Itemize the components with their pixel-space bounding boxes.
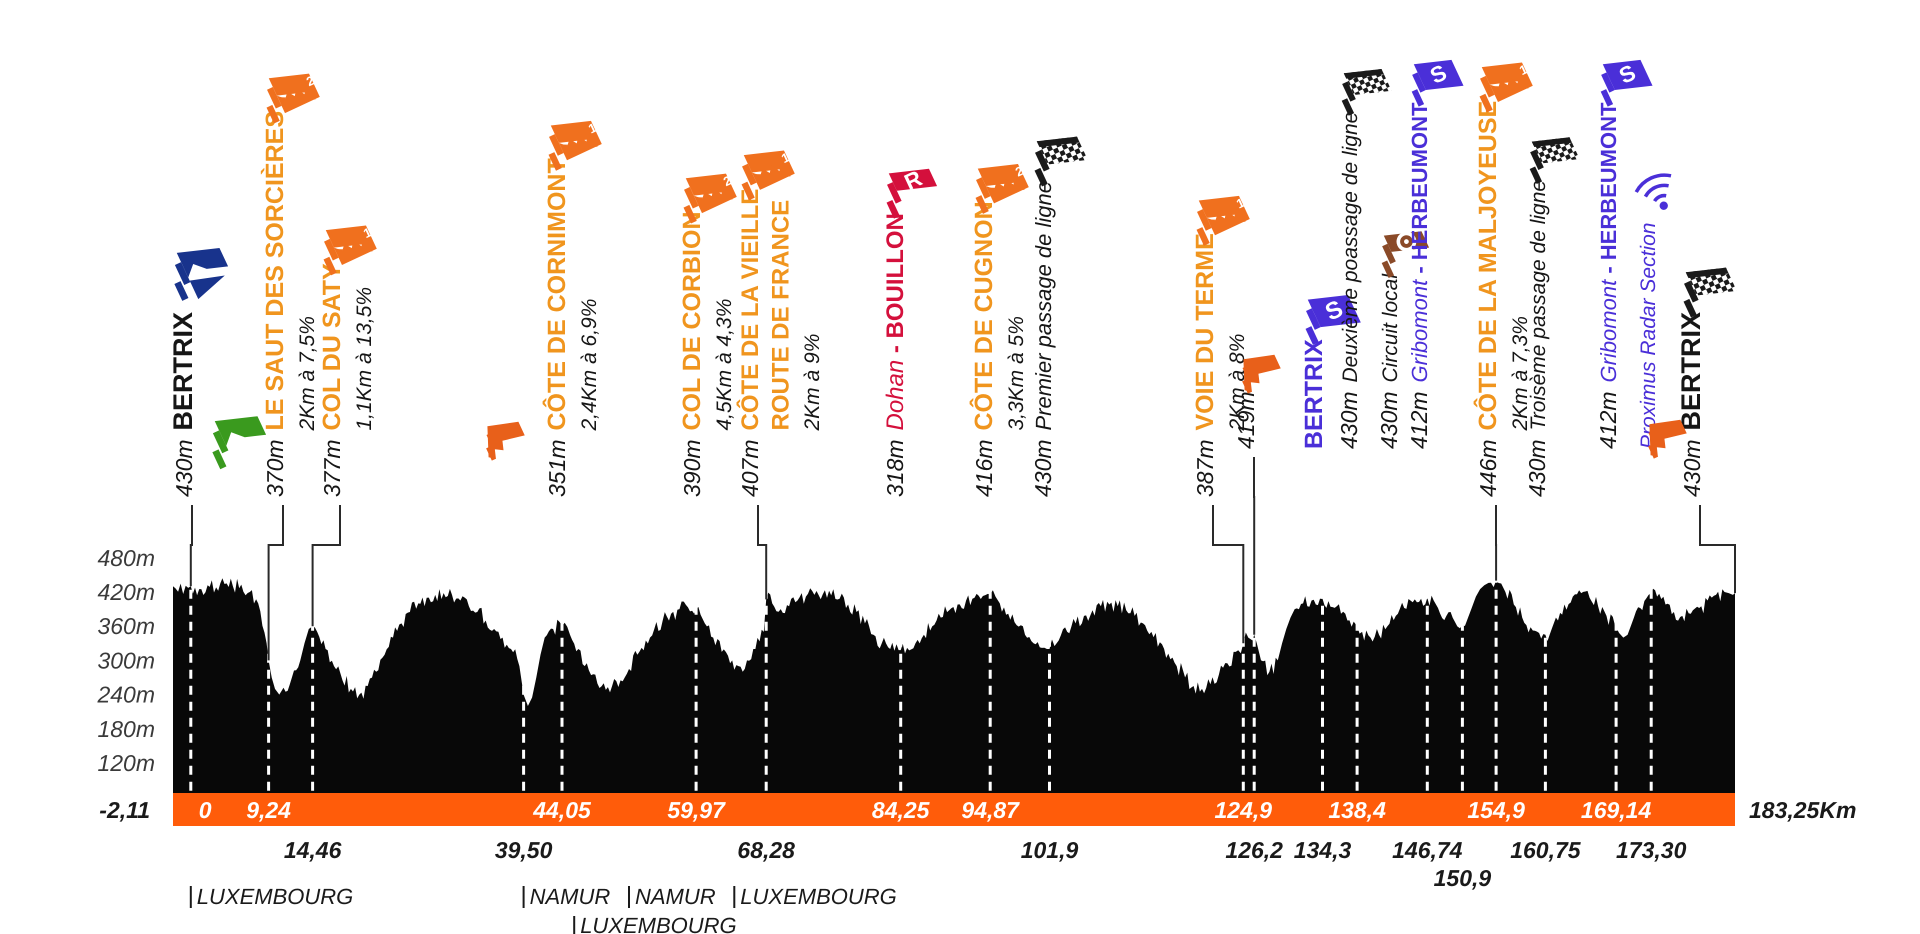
svg-text:COL DU SATY: COL DU SATY	[318, 263, 346, 430]
svg-text:LUXEMBOURG: LUXEMBOURG	[580, 913, 736, 934]
svg-text:1,1Km à 13,5%: 1,1Km à 13,5%	[353, 287, 376, 431]
svg-text:154,9: 154,9	[1467, 797, 1525, 823]
svg-text:-2,11: -2,11	[99, 797, 150, 823]
svg-text:COL DE CORBION: COL DE CORBION	[678, 212, 706, 431]
svg-text:146,74: 146,74	[1392, 837, 1463, 863]
svg-text:134,3: 134,3	[1294, 837, 1352, 863]
svg-text:CÔTE DE CORNIMONT: CÔTE DE CORNIMONT	[542, 158, 571, 430]
svg-text:160,75: 160,75	[1510, 837, 1582, 863]
svg-text:9,24: 9,24	[246, 797, 291, 823]
svg-text:94,87: 94,87	[961, 797, 1020, 823]
svg-text:NAMUR: NAMUR	[635, 884, 716, 909]
svg-text:ROUTE DE FRANCE: ROUTE DE FRANCE	[767, 200, 794, 431]
svg-text:416m: 416m	[971, 439, 997, 497]
svg-text:0: 0	[199, 797, 212, 823]
svg-text:420m: 420m	[97, 579, 155, 605]
svg-text:4,5Km à 4,3%: 4,5Km à 4,3%	[713, 299, 736, 431]
svg-text:84,25: 84,25	[872, 797, 931, 823]
svg-text:419m: 419m	[1233, 391, 1259, 449]
svg-text:407m: 407m	[737, 439, 763, 497]
svg-text:101,9: 101,9	[1021, 837, 1079, 863]
svg-text:180m: 180m	[97, 716, 155, 742]
svg-text:Circuit local: Circuit local	[1379, 273, 1402, 383]
svg-text:318m: 318m	[882, 439, 908, 497]
svg-text:3,3Km à 5%: 3,3Km à 5%	[1005, 316, 1028, 430]
svg-text:430m: 430m	[1030, 439, 1056, 497]
svg-text:126,2: 126,2	[1225, 837, 1283, 863]
svg-text:CÔTE DE LA VIEILLE: CÔTE DE LA VIEILLE	[736, 189, 764, 431]
svg-text:120m: 120m	[97, 750, 155, 776]
svg-text:BERTRIX: BERTRIX	[1676, 312, 1706, 431]
svg-text:59,97: 59,97	[667, 797, 726, 823]
svg-text:Deuxième poassage de ligne: Deuxième poassage de ligne	[1339, 112, 1362, 383]
svg-text:387m: 387m	[1192, 439, 1218, 497]
svg-text:VOIE DU TERME: VOIE DU TERME	[1191, 233, 1219, 430]
svg-text:2Km à 7,5%: 2Km à 7,5%	[296, 316, 319, 431]
svg-text:360m: 360m	[97, 613, 155, 639]
svg-text:BERTRIX: BERTRIX	[168, 312, 198, 431]
svg-text:351m: 351m	[544, 439, 570, 497]
svg-text:240m: 240m	[96, 682, 155, 708]
svg-text:NAMUR: NAMUR	[530, 884, 611, 909]
svg-text:14,46: 14,46	[284, 837, 342, 863]
svg-text:2,4Km à 6,9%: 2,4Km à 6,9%	[578, 299, 601, 432]
svg-text:LUXEMBOURG: LUXEMBOURG	[197, 884, 353, 909]
svg-text:68,28: 68,28	[737, 837, 795, 863]
svg-text:138,4: 138,4	[1328, 797, 1386, 823]
svg-text:173,30: 173,30	[1616, 837, 1687, 863]
svg-text:446m: 446m	[1475, 439, 1501, 497]
svg-text:370m: 370m	[262, 439, 288, 497]
svg-text:377m: 377m	[319, 439, 345, 497]
svg-text:300m: 300m	[97, 647, 155, 673]
svg-text:412m: 412m	[1595, 391, 1621, 449]
svg-text:150,9: 150,9	[1434, 865, 1492, 891]
svg-text:124,9: 124,9	[1215, 797, 1273, 823]
svg-text:169,14: 169,14	[1581, 797, 1652, 823]
svg-text:Proximus Radar Section: Proximus Radar Section	[1637, 223, 1660, 449]
svg-text:Premier passage de ligne: Premier passage de ligne	[1031, 181, 1056, 430]
svg-text:2Km à 9%: 2Km à 9%	[801, 334, 824, 432]
svg-text:430m: 430m	[1679, 439, 1705, 497]
svg-text:LUXEMBOURG: LUXEMBOURG	[740, 884, 896, 909]
svg-text:430m: 430m	[1376, 391, 1402, 449]
svg-text:Troisème passage de ligne: Troisème passage de ligne	[1527, 180, 1550, 431]
svg-text:Gribomont - HERBEUMONT: Gribomont - HERBEUMONT	[1407, 102, 1432, 382]
svg-text:44,05: 44,05	[532, 797, 592, 823]
svg-text:CÔTE DE LA MALJOYEUSE: CÔTE DE LA MALJOYEUSE	[1473, 101, 1502, 431]
svg-text:Dohan - BOUILLON: Dohan - BOUILLON	[882, 213, 909, 430]
svg-text:39,50: 39,50	[495, 837, 553, 863]
svg-text:LE SAUT DES SORCIÈRES: LE SAUT DES SORCIÈRES	[260, 111, 289, 431]
svg-text:480m: 480m	[97, 545, 155, 571]
svg-text:183,25Km: 183,25Km	[1749, 797, 1856, 823]
svg-text:Gribomont - HERBEUMONT: Gribomont - HERBEUMONT	[1596, 102, 1621, 382]
svg-text:BERTRIX: BERTRIX	[1300, 339, 1328, 449]
svg-text:412m: 412m	[1406, 391, 1432, 449]
svg-text:CÔTE DE CUGNON: CÔTE DE CUGNON	[969, 201, 998, 430]
svg-text:430m: 430m	[1336, 391, 1362, 449]
svg-text:430m: 430m	[171, 439, 197, 497]
svg-text:390m: 390m	[679, 439, 705, 497]
svg-text:430m: 430m	[1524, 439, 1550, 497]
